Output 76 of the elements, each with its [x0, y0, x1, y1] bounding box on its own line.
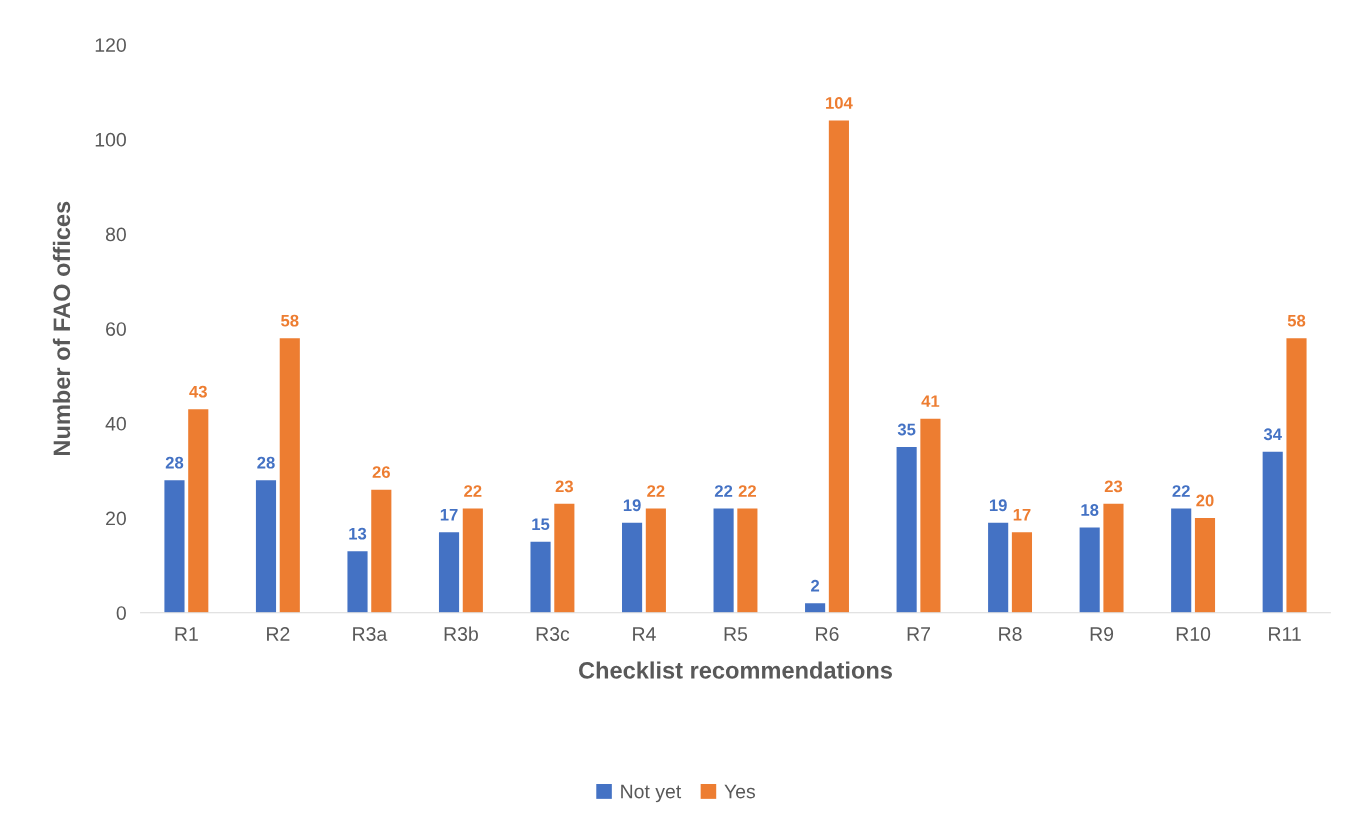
data-label: 15	[532, 518, 550, 531]
bar	[805, 603, 826, 613]
x-tick-label: R2	[267, 627, 290, 641]
data-label: 22	[464, 485, 482, 497]
x-tick-label: R5	[724, 627, 748, 641]
data-label: 104	[826, 97, 853, 109]
bar	[255, 480, 277, 613]
data-label: 35	[897, 423, 916, 436]
bar	[920, 418, 941, 613]
bar	[438, 532, 460, 613]
x-tick-label: R3c	[536, 627, 570, 641]
data-label: 58	[281, 314, 299, 327]
data-label: 41	[921, 395, 940, 407]
bar	[279, 338, 300, 613]
x-tick-label: R10	[1176, 627, 1211, 641]
y-tick-label: 100	[95, 132, 126, 147]
y-tick-label: 20	[106, 511, 126, 526]
bar	[371, 489, 392, 613]
y-tick-label: 0	[116, 606, 126, 620]
data-label: 20	[1196, 494, 1214, 507]
data-label: 18	[1081, 504, 1099, 516]
y-tick-label: 60	[106, 322, 126, 336]
x-tick-label: R11	[1269, 627, 1301, 641]
bar	[1286, 338, 1307, 613]
bar	[1103, 503, 1124, 613]
bar	[645, 508, 666, 613]
data-label: 58	[1287, 314, 1306, 327]
bar	[988, 522, 1009, 613]
bar	[1262, 451, 1283, 613]
data-label: 13	[349, 527, 367, 540]
data-label: 17	[440, 508, 458, 521]
data-label: 22	[738, 485, 756, 497]
data-label: 28	[165, 456, 184, 469]
data-label: 23	[1104, 480, 1123, 493]
x-axis-title: Checklist recommendations	[579, 661, 892, 679]
bar	[828, 120, 849, 613]
x-tick-label: R4	[633, 627, 656, 641]
y-tick-label: 40	[105, 416, 126, 431]
data-label: 19	[989, 499, 1007, 512]
x-tick-label: R9	[1090, 627, 1114, 641]
data-label: 22	[647, 485, 665, 497]
x-tick-label: R1	[175, 627, 198, 641]
data-label: 2	[811, 579, 820, 592]
y-tick-label: 120	[95, 38, 126, 52]
data-label: 43	[189, 385, 207, 398]
bar	[622, 522, 643, 613]
bar	[1079, 527, 1100, 613]
y-tick-label: 80	[105, 227, 126, 242]
bar	[164, 480, 185, 613]
x-tick-label: R7	[907, 627, 930, 641]
data-label: 28	[257, 456, 275, 469]
y-axis-title: Number of FAO offices	[52, 201, 71, 456]
bar	[462, 508, 483, 613]
data-label: 19	[623, 499, 641, 512]
bar	[737, 508, 758, 613]
bar	[188, 409, 209, 613]
bar	[1011, 532, 1033, 613]
bar	[347, 551, 368, 613]
bar	[554, 503, 575, 613]
bar	[530, 541, 551, 613]
bar	[1194, 518, 1216, 613]
x-tick-label: R8	[999, 627, 1022, 641]
bar	[713, 508, 734, 613]
x-tick-label: R6	[816, 627, 839, 641]
data-label: 22	[714, 485, 733, 497]
data-label: 26	[372, 466, 390, 479]
x-tick-label: R3b	[444, 626, 478, 641]
bar	[1171, 508, 1192, 613]
legend-label: Not yet	[621, 784, 682, 803]
data-label: 34	[1263, 428, 1282, 441]
bar	[896, 447, 917, 613]
legend-label: Yes	[724, 784, 756, 799]
x-tick-label: R3a	[353, 627, 388, 641]
data-label: 22	[1172, 485, 1190, 497]
data-label: 23	[555, 480, 574, 493]
data-label: 17	[1013, 508, 1031, 521]
